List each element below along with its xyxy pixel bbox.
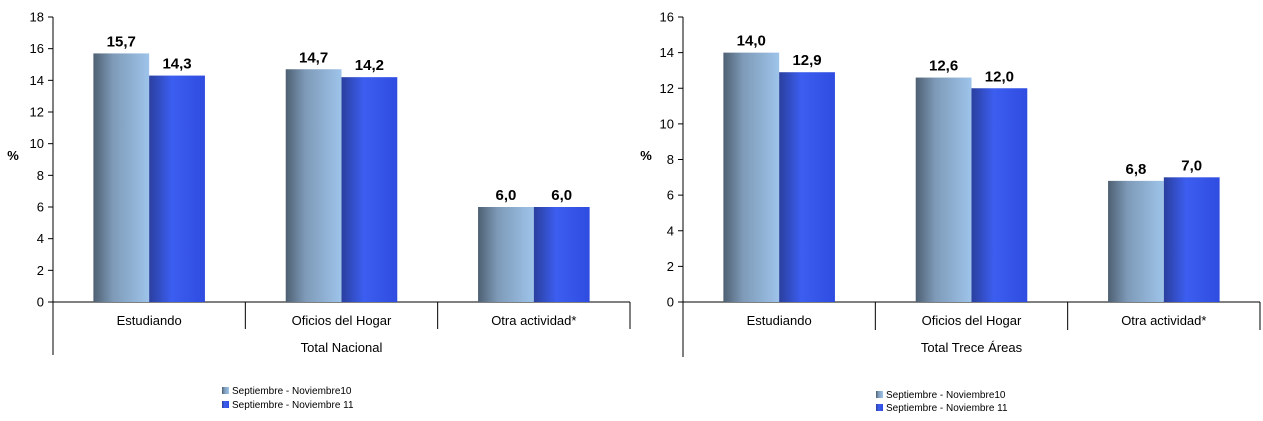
- y-tick-label: 0: [37, 295, 44, 310]
- data-label: 14,3: [162, 56, 191, 73]
- y-tick-label: 10: [660, 116, 674, 131]
- y-tick-label: 14: [660, 45, 674, 60]
- bar: [779, 72, 835, 302]
- bar: [93, 53, 150, 302]
- legend-swatch: [222, 387, 229, 394]
- bar: [723, 52, 780, 302]
- y-tick-label: 4: [37, 231, 44, 246]
- y-tick-label: 10: [30, 136, 44, 151]
- x-category-label: Otra actividad*: [491, 313, 576, 328]
- y-tick-label: 8: [37, 168, 44, 183]
- bar: [1108, 180, 1164, 302]
- legend-entry: Septiembre - Noviembre10: [886, 390, 1006, 401]
- y-tick-label: 14: [30, 73, 44, 88]
- bar: [341, 77, 398, 303]
- y-axis-label: %: [640, 148, 652, 163]
- bar: [971, 88, 1028, 302]
- y-tick-label: 12: [30, 105, 44, 120]
- data-label: 14,2: [355, 57, 384, 74]
- y-tick-label: 6: [37, 200, 44, 215]
- data-label: 7,0: [1181, 157, 1202, 174]
- data-label: 14,7: [299, 49, 328, 66]
- y-tick-label: 6: [667, 188, 674, 203]
- x-group-label: Total Trece Áreas: [921, 340, 1023, 355]
- x-group-label: Total Nacional: [301, 340, 383, 355]
- data-label: 12,0: [985, 68, 1014, 85]
- data-label: 6,0: [551, 187, 572, 204]
- x-category-label: Oficios del Hogar: [292, 313, 392, 328]
- bar: [285, 69, 342, 302]
- data-label: 6,0: [496, 187, 517, 204]
- y-tick-label: 2: [37, 263, 44, 278]
- x-category-label: Oficios del Hogar: [922, 313, 1022, 328]
- y-axis-label: %: [7, 148, 19, 163]
- x-category-label: Otra actividad*: [1121, 313, 1206, 328]
- data-label: 14,0: [737, 33, 766, 50]
- y-tick-label: 4: [667, 223, 674, 238]
- data-label: 12,6: [929, 58, 958, 75]
- x-category-label: Estudiando: [747, 313, 812, 328]
- y-tick-label: 0: [667, 295, 674, 310]
- y-tick-label: 16: [30, 41, 44, 56]
- legend-swatch: [876, 404, 883, 411]
- legend-entry: Septiembre - Noviembre 11: [886, 403, 1008, 414]
- bar: [915, 77, 972, 302]
- y-tick-label: 2: [667, 259, 674, 274]
- bar: [1163, 177, 1220, 302]
- data-label: 15,7: [107, 33, 136, 50]
- chart-total-nacional: 0 2 4 6 8 10 12 14 16 18% Estudiando Oficios del Ho…: [7, 10, 631, 411]
- bar: [478, 207, 534, 302]
- data-label: 6,8: [1126, 161, 1147, 178]
- legend-swatch: [876, 391, 883, 398]
- bar: [149, 75, 205, 302]
- bar: [533, 207, 590, 302]
- y-tick-label: 18: [30, 10, 44, 25]
- chart-total-trece-areas: 0 2 4 6 8 10 12 14 16% Estudiando Oficios del Hoga…: [640, 10, 1261, 414]
- legend-swatch: [222, 401, 229, 408]
- legend-entry: Septiembre - Noviembre10: [232, 386, 352, 397]
- x-category-label: Estudiando: [117, 313, 182, 328]
- y-tick-label: 12: [660, 81, 674, 96]
- y-tick-label: 16: [660, 10, 674, 25]
- legend-entry: Septiembre - Noviembre 11: [232, 400, 354, 411]
- y-tick-label: 8: [667, 152, 674, 167]
- data-label: 12,9: [792, 52, 821, 69]
